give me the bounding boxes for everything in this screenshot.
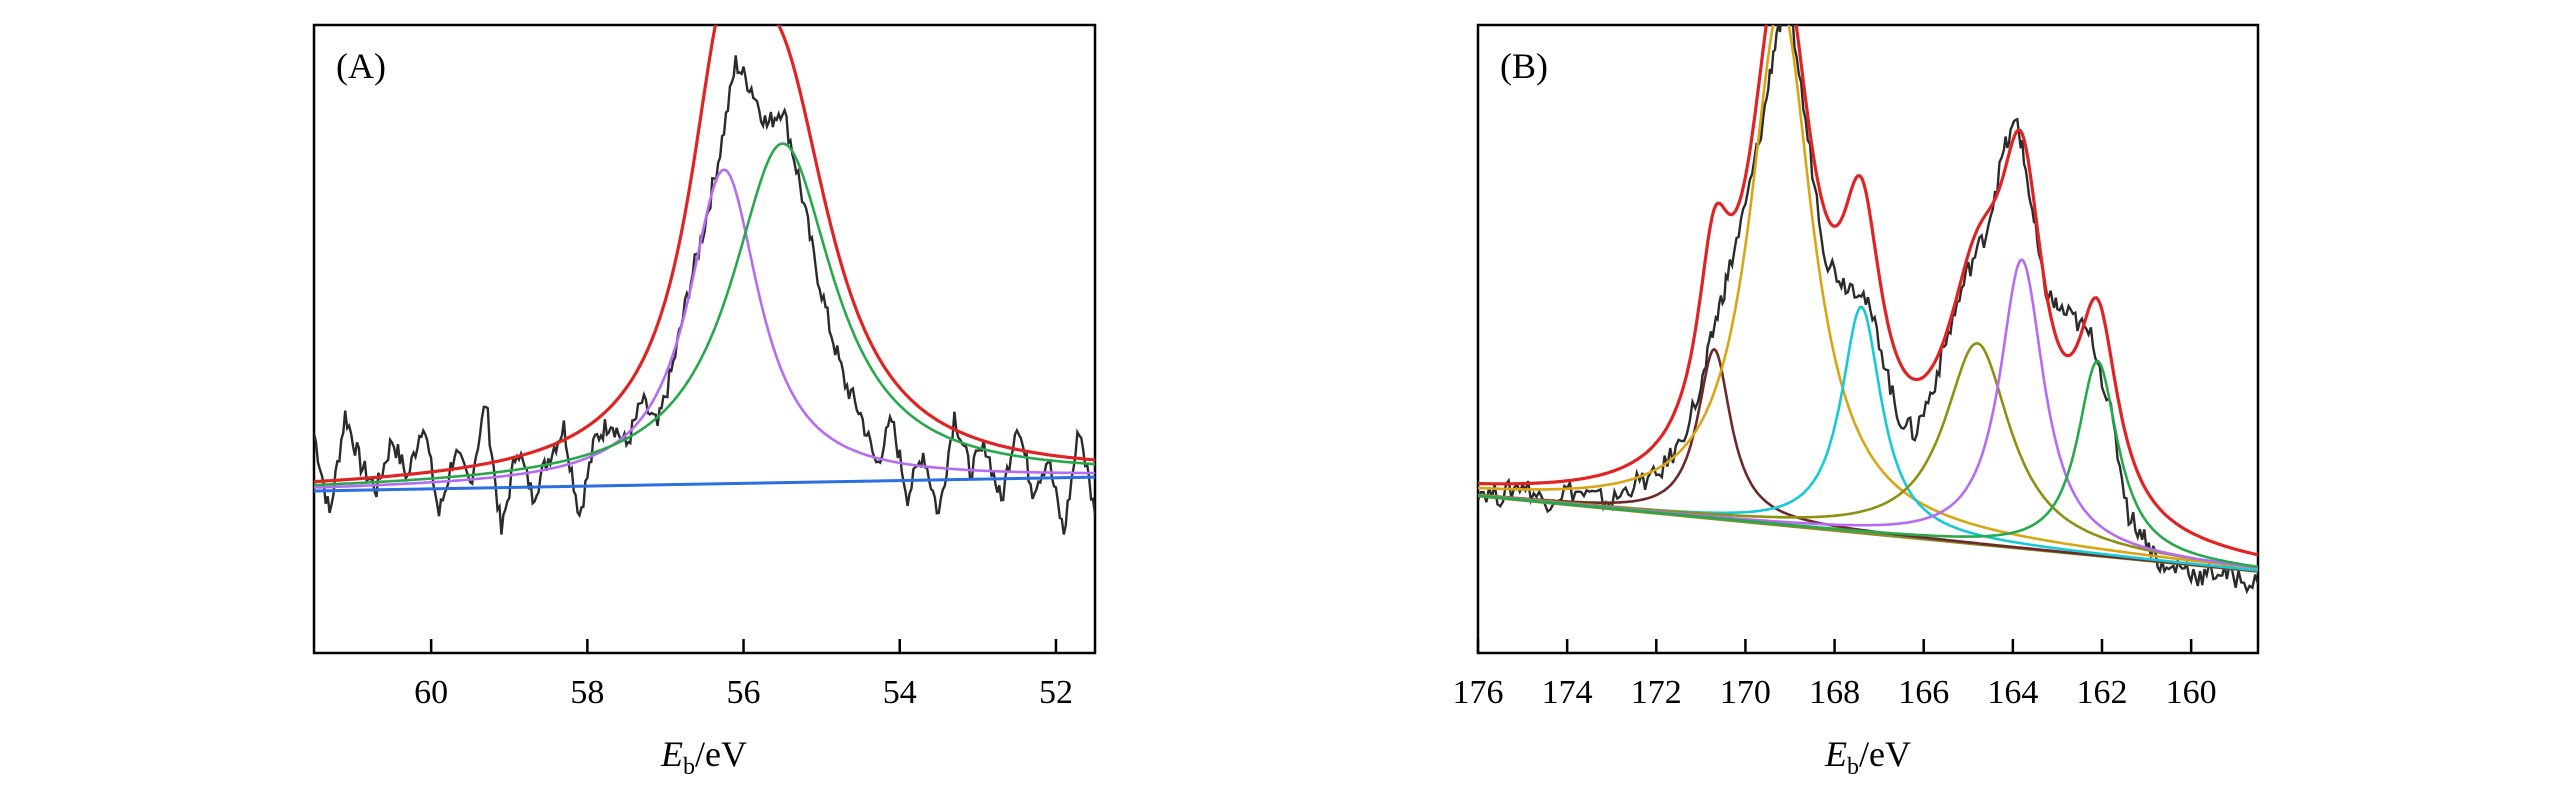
panel-b-x-tick-label: 170 <box>1720 674 1771 711</box>
panel-a-series <box>314 25 1095 535</box>
panel-a-baseline <box>314 475 1095 493</box>
panel-a-x-axis-label-sub: b <box>683 754 695 780</box>
panel-a-x-axis-label-unit: /eV <box>695 734 747 774</box>
panel-b-fit-peak-5 <box>1478 258 2258 569</box>
panel-b-fit-peak-6 <box>1478 359 2258 569</box>
panel-b-x-tick-label: 176 <box>1453 674 1504 711</box>
panel-b-series <box>1478 25 2258 595</box>
panel-b-x-tick-label: 160 <box>2166 674 2217 711</box>
panel-a-fit-peak-1 <box>314 168 1095 489</box>
panel-a-label: (A) <box>336 46 386 86</box>
panel-b-plot-area <box>1478 25 2258 595</box>
panel-a-x-tick-label: 56 <box>727 674 761 711</box>
panel-b-fit-peak-2 <box>1478 25 2258 570</box>
panel-a-plot-frame <box>312 23 1097 655</box>
panel-a-x-tick-label: 54 <box>883 674 917 711</box>
panel-b: (B) 176 174 172 170 168 166 164 162 160 Eb/eV <box>1453 23 2260 780</box>
panel-a-x-tick-label: 52 <box>1039 674 1073 711</box>
panel-b-x-ticks: 176 174 172 170 168 166 164 162 160 <box>1453 639 2217 711</box>
panel-a-fit-peak-2 <box>314 142 1095 487</box>
panel-a-x-axis-label-main: E <box>660 734 683 774</box>
panel-a: (A) 60 58 56 54 52 Eb/eV <box>312 23 1097 780</box>
panel-a-x-ticks: 60 58 56 54 52 <box>414 639 1073 711</box>
panel-b-x-tick-label: 168 <box>1809 674 1860 711</box>
panel-a-x-axis-label: Eb/eV <box>660 734 747 780</box>
panel-a-raw-spectrum <box>314 55 1095 535</box>
panel-a-x-tick-label: 60 <box>414 674 448 711</box>
panel-b-x-tick-label: 164 <box>1987 674 2038 711</box>
panel-b-x-tick-label: 174 <box>1542 674 1593 711</box>
panel-b-x-axis-label-sub: b <box>1847 754 1859 780</box>
panel-b-plot-frame <box>1476 23 2260 655</box>
panel-b-fit-envelope <box>1478 25 2258 557</box>
panel-b-x-axis-label: Eb/eV <box>1824 734 1911 780</box>
panel-b-x-tick-label: 172 <box>1631 674 1682 711</box>
panel-b-x-tick-label: 166 <box>1898 674 1949 711</box>
panel-a-plot-area <box>314 25 1095 535</box>
panel-a-fit-envelope <box>314 25 1095 484</box>
panel-b-x-axis-label-main: E <box>1824 734 1847 774</box>
panel-b-raw-spectrum <box>1478 25 2258 595</box>
panel-b-label: (B) <box>1500 46 1548 86</box>
panel-a-x-tick-label: 58 <box>570 674 604 711</box>
panel-b-x-axis-label-unit: /eV <box>1859 734 1911 774</box>
panel-b-x-tick-label: 162 <box>2077 674 2128 711</box>
